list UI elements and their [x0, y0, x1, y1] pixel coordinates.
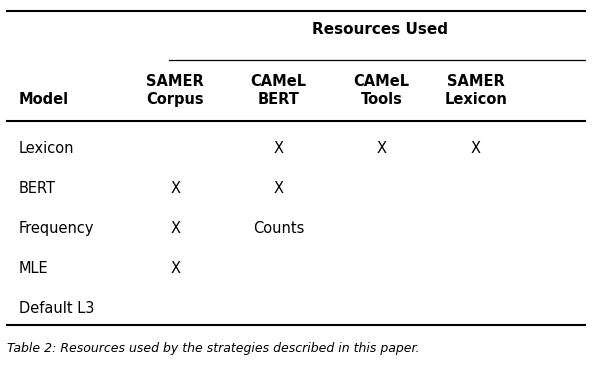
Text: Default L3: Default L3	[19, 301, 95, 316]
Text: SAMER: SAMER	[447, 74, 504, 89]
Text: BERT: BERT	[258, 92, 300, 107]
Text: BERT: BERT	[19, 181, 56, 196]
Text: Resources Used: Resources Used	[312, 23, 448, 38]
Text: Frequency: Frequency	[19, 221, 95, 236]
Text: X: X	[170, 181, 180, 196]
Text: Corpus: Corpus	[146, 92, 204, 107]
Text: SAMER: SAMER	[146, 74, 204, 89]
Text: X: X	[471, 141, 481, 156]
Text: CAMeL: CAMeL	[250, 74, 307, 89]
Text: X: X	[274, 141, 284, 156]
Text: Tools: Tools	[361, 92, 403, 107]
Text: X: X	[170, 261, 180, 276]
Text: Lexicon: Lexicon	[19, 141, 75, 156]
Text: X: X	[377, 141, 387, 156]
Text: MLE: MLE	[19, 261, 49, 276]
Text: CAMeL: CAMeL	[353, 74, 410, 89]
Text: X: X	[170, 221, 180, 236]
Text: Counts: Counts	[253, 221, 304, 236]
Text: Lexicon: Lexicon	[444, 92, 507, 107]
Text: Table 2: Resources used by the strategies described in this paper.: Table 2: Resources used by the strategie…	[7, 342, 420, 355]
Text: X: X	[274, 181, 284, 196]
Text: Model: Model	[19, 92, 69, 107]
